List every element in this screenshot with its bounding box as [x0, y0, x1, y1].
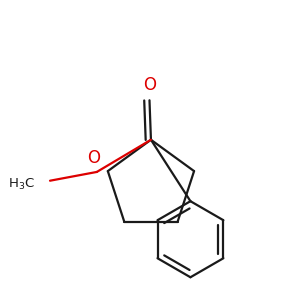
Text: O: O: [143, 76, 156, 94]
Text: H$_3$C: H$_3$C: [8, 177, 35, 192]
Text: O: O: [87, 149, 101, 167]
